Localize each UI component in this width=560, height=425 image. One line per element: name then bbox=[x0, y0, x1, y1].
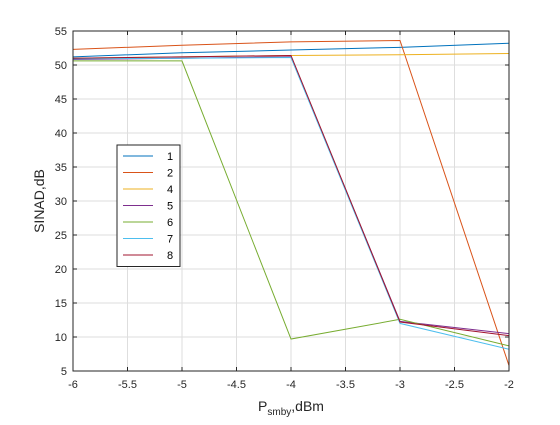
y-tick-label: 30 bbox=[55, 196, 67, 208]
x-tick-label: -2.5 bbox=[445, 379, 464, 391]
ticks: -6 -5.5 -5 -4.5 -4 -3.5 -3 -2.5 -251015202530354… bbox=[55, 26, 514, 391]
y-tick-label: 25 bbox=[55, 230, 67, 242]
x-tick-label: -6 bbox=[68, 379, 78, 391]
series-line-7 bbox=[72, 57, 510, 350]
legend-label-6: 6 bbox=[167, 217, 173, 229]
series-line-8 bbox=[72, 54, 510, 337]
y-tick-label: 15 bbox=[55, 298, 67, 310]
x-tick-label: -5 bbox=[177, 379, 187, 391]
y-tick-label: 20 bbox=[55, 264, 67, 276]
x-tick-label: -2 bbox=[504, 379, 514, 391]
legend-label-5: 5 bbox=[167, 201, 173, 213]
legend-label-1: 1 bbox=[167, 151, 173, 163]
y-tick-label: 55 bbox=[55, 26, 67, 38]
series-line-2 bbox=[72, 40, 510, 366]
series-lines bbox=[72, 40, 510, 366]
series-line-1 bbox=[72, 42, 510, 58]
x-axis-label: Psmby,dBm bbox=[258, 398, 324, 418]
x-axis-label-subscript: smby bbox=[267, 407, 291, 418]
y-tick-label: 35 bbox=[55, 162, 67, 174]
legend-label-2: 2 bbox=[167, 168, 173, 180]
y-tick-label: 5 bbox=[61, 366, 67, 378]
y-tick-label: 10 bbox=[55, 332, 67, 344]
legend-label-4: 4 bbox=[167, 184, 173, 196]
y-tick-label: 45 bbox=[55, 94, 67, 106]
y-tick-label: 40 bbox=[55, 128, 67, 140]
legend-label-8: 8 bbox=[167, 250, 173, 262]
series-line-6 bbox=[73, 60, 510, 347]
x-tick-label: -4.5 bbox=[227, 379, 246, 391]
y-tick-label: 50 bbox=[55, 60, 67, 72]
x-axis-label-suffix: ,dBm bbox=[291, 398, 324, 414]
x-tick-label: -4 bbox=[286, 379, 296, 391]
x-tick-label: -3 bbox=[395, 379, 405, 391]
legend: 1 2 4 5 6 7 8 bbox=[116, 144, 181, 267]
x-tick-label: -5.5 bbox=[118, 379, 137, 391]
x-axis-label-main: P bbox=[258, 398, 267, 414]
legend-label-7: 7 bbox=[167, 234, 173, 246]
x-tick-label: -3.5 bbox=[336, 379, 355, 391]
y-axis-label: SINAD,dB bbox=[31, 169, 47, 233]
